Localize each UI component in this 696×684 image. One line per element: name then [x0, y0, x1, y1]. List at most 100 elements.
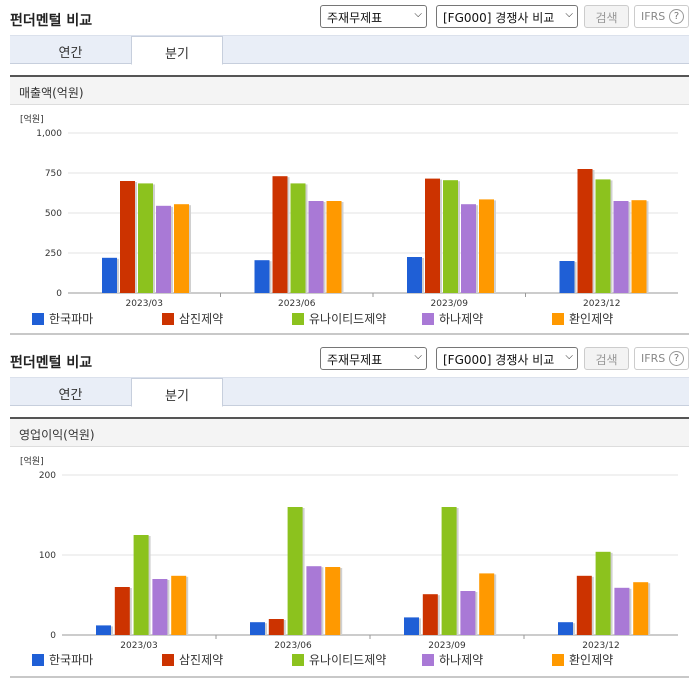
bar[interactable]	[613, 201, 629, 293]
bar[interactable]	[443, 180, 458, 293]
bar[interactable]	[156, 205, 171, 293]
compare-group-select[interactable]: [FG000] 경쟁사 비교 ⌵	[436, 5, 578, 28]
legend-item[interactable]: 하나제약	[422, 651, 483, 668]
legend-item[interactable]: 한국파마	[32, 651, 93, 668]
bar[interactable]	[133, 535, 149, 635]
tab-annual[interactable]: 연간	[58, 388, 83, 403]
bar[interactable]	[308, 201, 324, 293]
bar[interactable]	[559, 261, 575, 293]
bar[interactable]	[306, 566, 322, 635]
chart-legend: 한국파마 삼진제약 유나이티드제약 하나제약 환인제약	[0, 651, 696, 671]
legend-label: 환인제약	[569, 653, 614, 667]
bar[interactable]	[614, 587, 630, 635]
bar[interactable]	[460, 591, 476, 635]
bar[interactable]	[577, 169, 593, 293]
tab-annual[interactable]: 연간	[58, 46, 83, 61]
panel-title: 펀더멘털 비교	[10, 355, 93, 371]
bar[interactable]	[114, 587, 130, 635]
legend-item[interactable]: 하나제약	[422, 310, 483, 327]
bar[interactable]	[254, 260, 270, 293]
bar[interactable]	[479, 573, 495, 635]
legend-swatch	[552, 654, 564, 666]
section-title: 영업이익(억원)	[19, 428, 95, 442]
bar[interactable]	[633, 582, 649, 635]
tab-quarterly[interactable]: 분기	[131, 378, 223, 407]
bar[interactable]	[152, 579, 168, 635]
bar[interactable]	[441, 507, 457, 635]
bar[interactable]	[272, 176, 288, 293]
ifrs-help-button[interactable]: IFRS ?	[634, 5, 689, 28]
chevron-down-icon: ⌵	[565, 351, 573, 362]
bar[interactable]	[96, 625, 111, 635]
bar[interactable]	[102, 257, 117, 293]
x-tick-label: 2023/12	[582, 641, 619, 650]
statement-type-value: 주재무제표	[327, 11, 383, 25]
y-tick-label: 500	[45, 209, 62, 219]
legend-label: 한국파마	[49, 653, 94, 667]
legend-swatch	[32, 654, 44, 666]
panel-header: 펀더멘털 비교 주재무제표 ⌵ [FG000] 경쟁사 비교 ⌵ 검색 IFRS…	[0, 0, 696, 34]
statement-type-select[interactable]: 주재무제표 ⌵	[320, 5, 427, 28]
x-tick-label: 2023/09	[428, 641, 466, 650]
legend-item[interactable]: 유나이티드제약	[292, 310, 386, 327]
legend-label: 유나이티드제약	[309, 653, 387, 667]
legend-item[interactable]: 삼진제약	[162, 310, 223, 327]
legend-item[interactable]: 유나이티드제약	[292, 651, 386, 668]
fundamental-panel-1: 펀더멘털 비교 주재무제표 ⌵ [FG000] 경쟁사 비교 ⌵ 검색 IFRS…	[0, 0, 696, 326]
bar[interactable]	[595, 551, 611, 635]
bar[interactable]	[174, 204, 189, 293]
bar[interactable]	[461, 204, 476, 293]
bar[interactable]	[326, 201, 342, 293]
bar[interactable]	[171, 575, 187, 635]
compare-group-select[interactable]: [FG000] 경쟁사 비교 ⌵	[436, 347, 578, 370]
y-tick-label: 1,000	[36, 129, 62, 139]
bar[interactable]	[479, 199, 494, 293]
x-tick-label: 2023/06	[278, 299, 316, 308]
ifrs-label: IFRS	[641, 10, 666, 23]
operating-profit-bar-chart: [억원] 0 100 200 2023/03 2023/06 2023/09 2023/12	[20, 455, 678, 650]
panel-divider	[10, 676, 689, 678]
legend-swatch	[162, 313, 174, 325]
ifrs-help-button[interactable]: IFRS ?	[634, 347, 689, 370]
x-tick-label: 2023/03	[120, 641, 157, 650]
bar[interactable]	[404, 617, 419, 635]
y-tick-label: 250	[45, 249, 62, 259]
panel-divider	[10, 333, 689, 335]
panel-header: 펀더멘털 비교 주재무제표 ⌵ [FG000] 경쟁사 비교 ⌵ 검색 IFRS…	[0, 342, 696, 376]
bar[interactable]	[407, 257, 422, 293]
y-tick-label: 0	[56, 289, 62, 299]
legend-label: 삼진제약	[179, 653, 224, 667]
help-icon: ?	[669, 351, 684, 366]
legend-swatch	[292, 654, 304, 666]
x-tick-label: 2023/06	[274, 641, 312, 650]
legend-item[interactable]: 삼진제약	[162, 651, 223, 668]
search-button[interactable]: 검색	[584, 5, 629, 28]
legend-label: 유나이티드제약	[309, 312, 387, 326]
statement-type-select[interactable]: 주재무제표 ⌵	[320, 347, 427, 370]
bar[interactable]	[268, 619, 284, 635]
bar[interactable]	[290, 183, 306, 293]
section-header: 매출액(억원)	[10, 75, 689, 105]
y-tick-label: 100	[39, 551, 56, 561]
bar[interactable]	[422, 594, 438, 635]
legend-item[interactable]: 한국파마	[32, 310, 93, 327]
compare-group-value: [FG000] 경쟁사 비교	[443, 353, 555, 367]
bar[interactable]	[558, 622, 573, 635]
bar[interactable]	[425, 178, 440, 293]
bar[interactable]	[325, 567, 341, 635]
tab-quarterly[interactable]: 분기	[131, 36, 223, 65]
help-icon: ?	[669, 9, 684, 24]
bar[interactable]	[250, 622, 265, 635]
bar[interactable]	[631, 200, 647, 293]
compare-group-value: [FG000] 경쟁사 비교	[443, 11, 555, 25]
bar[interactable]	[595, 179, 611, 293]
chevron-down-icon: ⌵	[414, 351, 422, 362]
legend-item[interactable]: 환인제약	[552, 310, 613, 327]
y-unit-label: [억원]	[20, 113, 44, 125]
bar[interactable]	[287, 507, 303, 635]
legend-item[interactable]: 환인제약	[552, 651, 613, 668]
bar[interactable]	[120, 181, 135, 293]
search-button[interactable]: 검색	[584, 347, 629, 370]
bar[interactable]	[576, 575, 592, 635]
bar[interactable]	[138, 183, 153, 293]
